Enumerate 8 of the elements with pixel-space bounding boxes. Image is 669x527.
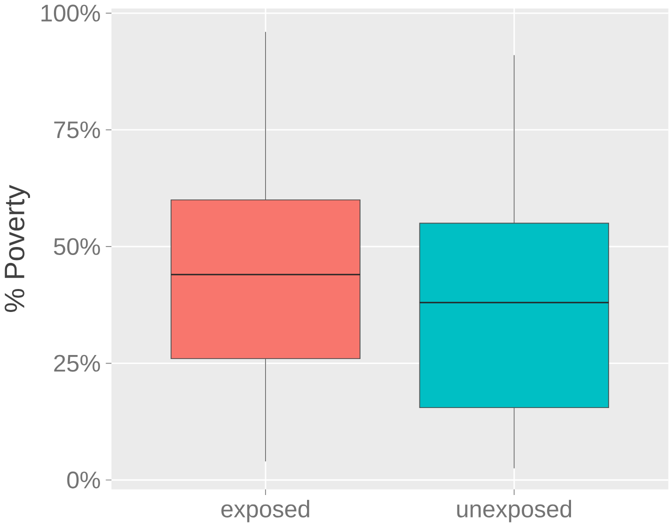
y-tick-label: 50% <box>54 238 100 256</box>
y-tick-label: 25% <box>54 354 100 372</box>
x-tick-label: exposed <box>221 500 310 522</box>
x-tick-label: unexposed <box>457 500 572 522</box>
y-tick-label: 0% <box>67 472 100 489</box>
y-tick-label: 100% <box>42 4 100 22</box>
y-axis-title: % Poverty <box>4 184 30 312</box>
y-tick-label: 75% <box>54 121 100 138</box>
